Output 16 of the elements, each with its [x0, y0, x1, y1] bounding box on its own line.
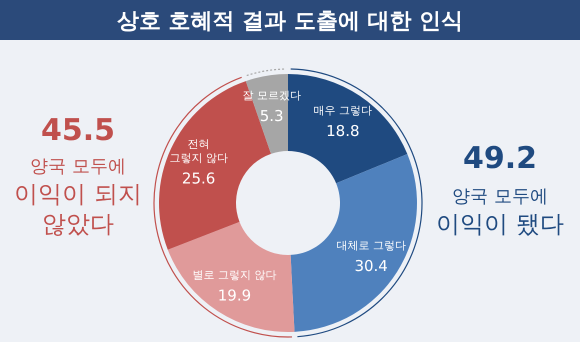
text: 양국 모두에 이익이 되지 않았다 — [14, 156, 142, 238]
data-label: 25.6 — [182, 170, 216, 188]
text: 양국 모두에 이익이 됐다 — [436, 186, 564, 238]
data-label: 5.3 — [260, 106, 284, 125]
data-label: 18.8 — [326, 122, 360, 140]
data-label: 19.9 — [218, 286, 252, 305]
text: 45.5 — [40, 113, 116, 148]
slice-label: 전혀 그렇지 않다 — [169, 138, 228, 165]
donut-slice — [168, 222, 294, 332]
donut-slice — [290, 154, 417, 332]
text: 49.2 — [462, 141, 538, 176]
chart-title: 상호 호혜적 결과 도출에 대한 인식 — [116, 9, 464, 34]
slice-label: 대체로 그렇다 — [336, 238, 406, 252]
data-label: 30.4 — [354, 256, 388, 275]
slice-label: 매우 그렇다 — [314, 104, 372, 118]
slice-label: 별로 그렇지 않다 — [192, 268, 276, 282]
